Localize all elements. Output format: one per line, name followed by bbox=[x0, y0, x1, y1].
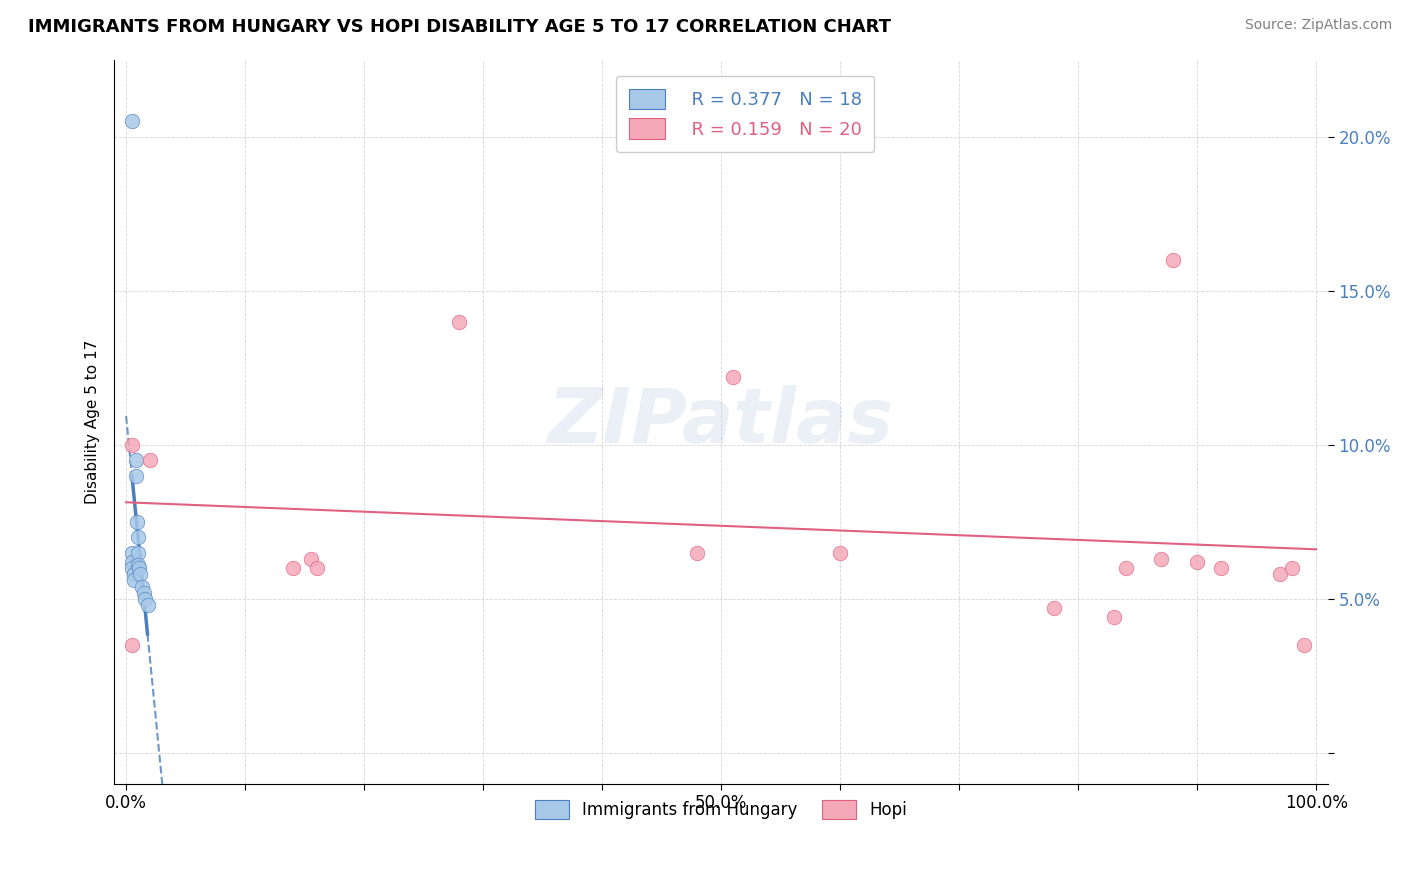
Point bbox=[134, 591, 156, 606]
Text: IMMIGRANTS FROM HUNGARY VS HOPI DISABILITY AGE 5 TO 17 CORRELATION CHART: IMMIGRANTS FROM HUNGARY VS HOPI DISABILI… bbox=[28, 18, 891, 36]
Point bbox=[121, 546, 143, 560]
Point bbox=[1115, 561, 1137, 575]
Point bbox=[131, 580, 153, 594]
Text: ZIPatlas: ZIPatlas bbox=[548, 384, 894, 458]
Point bbox=[128, 561, 150, 575]
Point bbox=[686, 546, 709, 560]
Point bbox=[449, 314, 471, 328]
Point bbox=[721, 370, 744, 384]
Point bbox=[127, 558, 149, 572]
Point bbox=[124, 574, 146, 588]
Point bbox=[121, 555, 143, 569]
Point bbox=[1294, 638, 1316, 652]
Point bbox=[281, 561, 304, 575]
Point bbox=[121, 638, 143, 652]
Point bbox=[136, 598, 159, 612]
Point bbox=[139, 453, 162, 467]
Text: Source: ZipAtlas.com: Source: ZipAtlas.com bbox=[1244, 18, 1392, 32]
Point bbox=[127, 530, 149, 544]
Point bbox=[1185, 555, 1208, 569]
Point bbox=[830, 546, 852, 560]
Point bbox=[1270, 567, 1292, 582]
Point bbox=[1102, 610, 1125, 624]
Point bbox=[299, 551, 322, 566]
Point bbox=[1209, 561, 1232, 575]
Legend: Immigrants from Hungary, Hopi: Immigrants from Hungary, Hopi bbox=[529, 794, 914, 826]
Point bbox=[127, 546, 149, 560]
Point bbox=[124, 567, 146, 582]
Point bbox=[305, 561, 328, 575]
Point bbox=[132, 585, 155, 599]
Point bbox=[1150, 551, 1173, 566]
Point bbox=[1163, 252, 1185, 267]
Point bbox=[121, 561, 143, 575]
Point bbox=[129, 567, 152, 582]
Y-axis label: Disability Age 5 to 17: Disability Age 5 to 17 bbox=[86, 340, 100, 504]
Point bbox=[1043, 601, 1066, 615]
Point bbox=[124, 453, 146, 467]
Point bbox=[125, 515, 148, 529]
Point bbox=[124, 468, 146, 483]
Point bbox=[121, 114, 143, 128]
Point bbox=[121, 438, 143, 452]
Point bbox=[1281, 561, 1303, 575]
